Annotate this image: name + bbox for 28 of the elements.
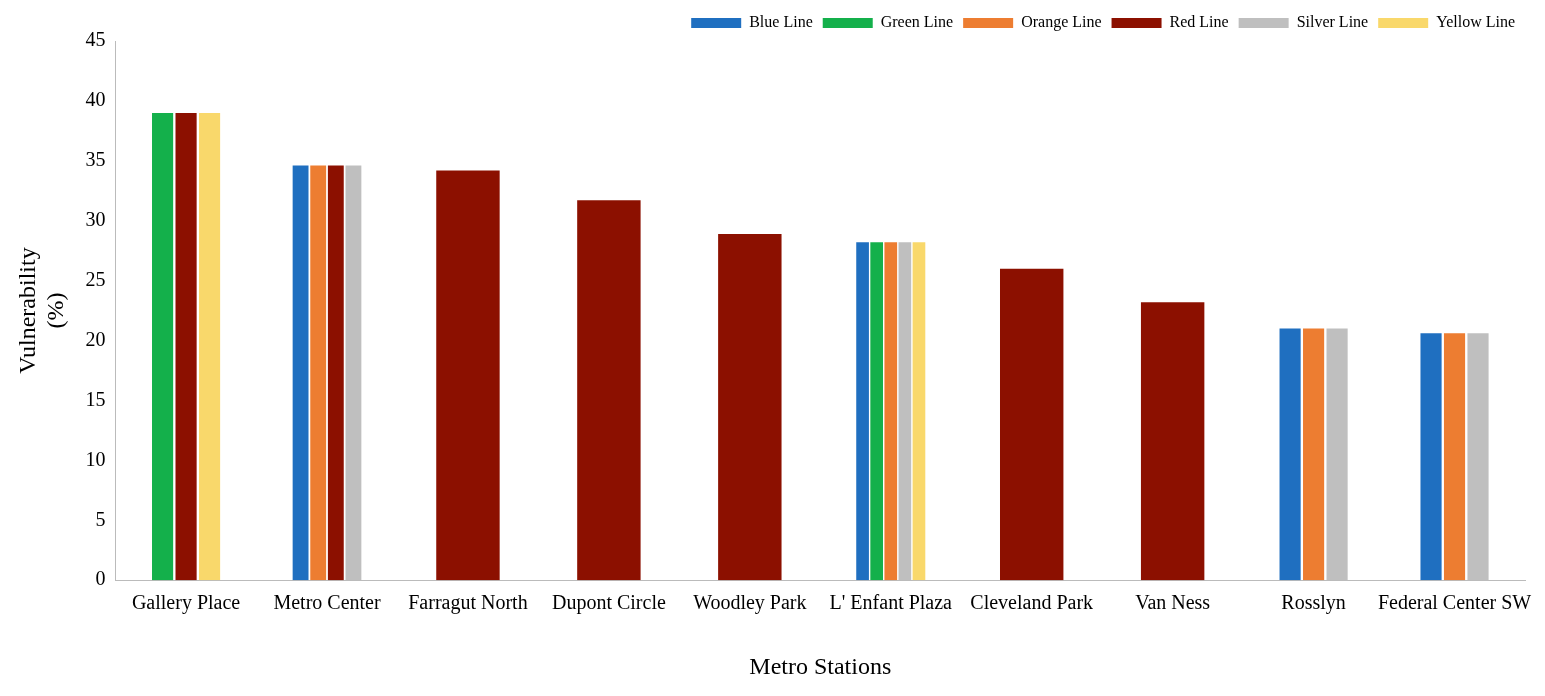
- y-tick-label: 45: [85, 28, 106, 51]
- y-tick-label: 20: [85, 327, 106, 350]
- legend-label: Green Line: [880, 13, 954, 31]
- legend-label: Silver Line: [1296, 13, 1369, 31]
- y-axis-title: Vulnerability (%): [13, 247, 69, 374]
- y-tick-label: 35: [85, 148, 106, 171]
- legend-label: Yellow Line: [1436, 13, 1516, 31]
- x-tick-label: L' Enfant Plaza: [829, 591, 953, 614]
- x-tick-label: Rosslyn: [1281, 591, 1346, 615]
- x-axis-title: Metro Stations: [749, 652, 892, 679]
- legend-label: Blue Line: [749, 13, 813, 31]
- y-tick-label: 10: [85, 447, 106, 470]
- y-tick-label: 30: [85, 207, 106, 230]
- y-tick-label: 5: [95, 507, 106, 530]
- legend-label: Red Line: [1169, 13, 1229, 31]
- y-tick-label: 0: [95, 567, 106, 590]
- legend-label: Orange Line: [1021, 13, 1102, 32]
- y-tick-label: 15: [85, 387, 106, 410]
- y-tick-label: 25: [85, 267, 106, 290]
- x-tick-label: Cleveland Park: [970, 591, 1094, 614]
- x-tick-label: Dupont Circle: [551, 591, 666, 615]
- x-tick-label: Federal Center SW: [1377, 591, 1532, 614]
- x-tick-label: Woodley Park: [693, 591, 807, 615]
- x-tick-label: Gallery Place: [131, 591, 241, 615]
- y-tick-label: 40: [85, 88, 106, 111]
- x-tick-label: Van Ness: [1135, 591, 1211, 614]
- x-tick-label: Farragut North: [408, 591, 528, 615]
- x-tick-label: Metro Center: [273, 591, 381, 614]
